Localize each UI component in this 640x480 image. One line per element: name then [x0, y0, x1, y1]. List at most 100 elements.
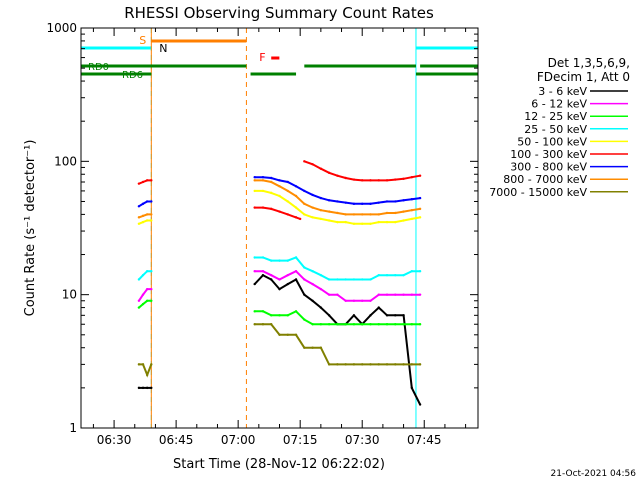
x-tick-label: 07:45: [407, 433, 442, 447]
data-point: [294, 216, 298, 219]
saa-flag-label: S: [139, 34, 146, 47]
legend-label: 6 - 12 keV: [531, 98, 587, 111]
data-point: [377, 201, 380, 204]
data-point: [319, 287, 323, 291]
data-point: [410, 293, 414, 296]
series-7: [137, 179, 422, 219]
data-point: [294, 269, 298, 273]
legend-label: 25 - 50 keV: [524, 123, 587, 136]
legend-label: 50 - 100 keV: [517, 135, 587, 148]
data-point: [385, 200, 389, 203]
data-point: [150, 386, 153, 390]
data-point: [377, 179, 380, 182]
data-point: [361, 213, 364, 216]
data-point: [410, 176, 414, 179]
legend-label: 100 - 300 keV: [510, 148, 587, 161]
data-point: [336, 200, 339, 203]
data-point: [361, 202, 364, 206]
data-point: [402, 323, 405, 326]
x-tick-label: 06:30: [97, 433, 132, 447]
data-point: [361, 278, 364, 281]
series-8: [137, 323, 422, 378]
data-point: [141, 202, 145, 206]
data-point: [261, 189, 265, 193]
data-point: [344, 220, 347, 224]
data-point: [253, 269, 256, 273]
data-point: [303, 266, 306, 269]
y-axis-label: Count Rate (s⁻¹ detector⁻¹): [23, 140, 38, 317]
series-3: [137, 256, 422, 281]
data-point: [294, 256, 298, 259]
data-point: [377, 323, 380, 326]
data-point: [410, 197, 414, 201]
data-point: [278, 259, 281, 262]
data-point: [253, 189, 256, 193]
data-point: [253, 282, 256, 286]
data-point: [410, 386, 414, 390]
data-point: [311, 299, 314, 302]
series-4: [137, 189, 422, 226]
data-point: [385, 273, 389, 277]
data-point: [294, 185, 298, 188]
data-point: [402, 219, 405, 222]
data-point: [145, 386, 149, 390]
x-tick-label: 06:45: [159, 433, 194, 447]
data-point: [261, 206, 265, 209]
data-point: [327, 171, 331, 175]
data-point: [352, 213, 356, 216]
data-point: [418, 216, 422, 219]
data-point: [303, 346, 306, 349]
data-point: [410, 323, 414, 326]
data-point: [377, 306, 380, 309]
data-point: [253, 310, 256, 313]
data-point: [141, 180, 145, 184]
data-point: [394, 220, 397, 224]
data-point: [278, 287, 281, 291]
data-point: [418, 174, 422, 177]
series-1: [137, 269, 422, 302]
legend-label: 12 - 25 keV: [524, 110, 587, 123]
data-point: [410, 217, 414, 221]
data-point: [294, 333, 298, 337]
data-point: [369, 363, 372, 366]
y-tick-label: 100: [54, 154, 77, 168]
data-point: [303, 160, 306, 163]
data-point: [418, 207, 422, 211]
data-point: [278, 185, 281, 188]
data-point: [303, 278, 306, 281]
data-point: [141, 293, 145, 296]
data-point: [336, 174, 339, 177]
data-point: [137, 222, 141, 226]
data-point: [294, 278, 298, 281]
series-line: [138, 363, 153, 378]
data-point: [344, 299, 347, 302]
data-point: [369, 314, 372, 317]
legend-header-line-1: Det 1,3,5,6,9,: [548, 56, 630, 70]
data-point: [352, 222, 356, 226]
series-line: [138, 219, 152, 225]
footer-date: 21-Oct-2021 04:56: [551, 469, 637, 479]
data-point: [137, 299, 141, 302]
data-point: [253, 323, 256, 326]
series-line: [138, 270, 152, 281]
legend-label: 800 - 7000 keV: [503, 173, 587, 186]
data-point: [336, 278, 339, 281]
data-point: [145, 373, 149, 377]
series-line: [138, 299, 152, 309]
data-point: [385, 323, 389, 326]
data-point: [294, 206, 298, 209]
data-point: [145, 299, 149, 302]
data-point: [270, 259, 273, 262]
data-point: [418, 293, 422, 296]
data-point: [369, 202, 372, 206]
data-point: [327, 293, 331, 296]
x-tick-label: 07:30: [345, 433, 380, 447]
data-point: [319, 196, 323, 200]
data-point: [352, 299, 356, 302]
x-axis-label: Start Time (28-Nov-12 06:22:02): [173, 457, 385, 472]
legend-label: 3 - 6 keV: [538, 85, 587, 98]
data-point: [286, 180, 289, 184]
data-point: [327, 219, 331, 222]
data-point: [137, 216, 141, 219]
data-point: [369, 179, 372, 182]
